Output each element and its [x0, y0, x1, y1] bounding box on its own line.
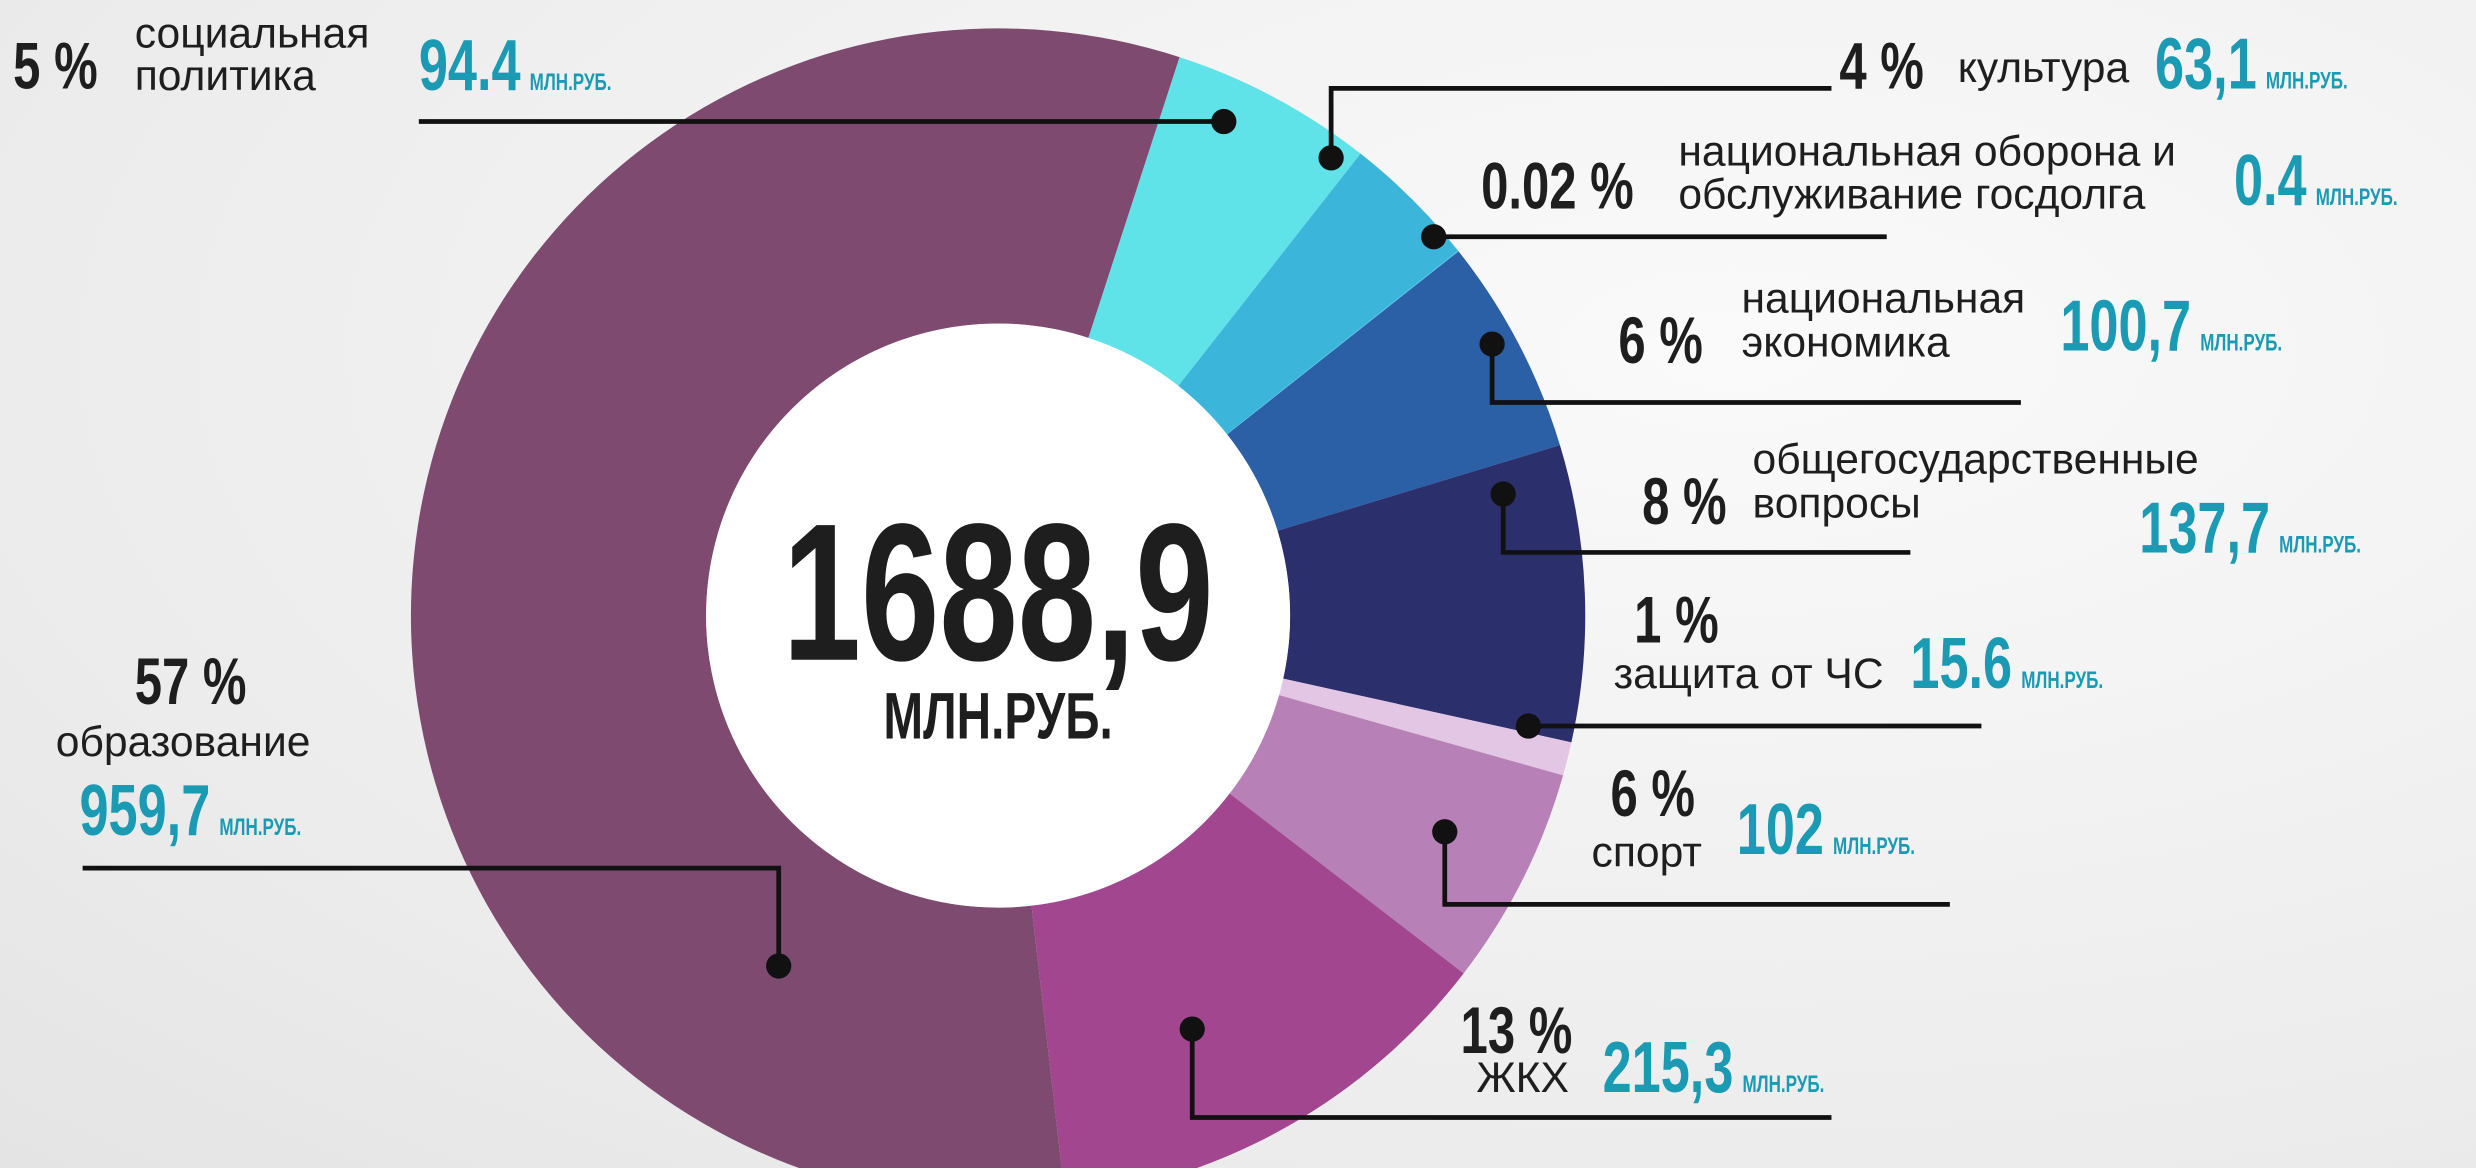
leader-dot [1479, 331, 1505, 357]
amount-value: 215,3 [1603, 1028, 1734, 1108]
amount-value: 137,7 [2139, 488, 2270, 568]
percent-label: 8 % [1642, 465, 1727, 539]
amount: 63,1 МЛН.РУБ. [2155, 24, 2348, 104]
leader-line [82, 865, 782, 966]
percent-label: 0.02 % [1481, 149, 1634, 223]
amount-unit: МЛН.РУБ. [2266, 68, 2348, 94]
amount: 100,7 МЛН.РУБ. [2060, 286, 2282, 366]
slice [1088, 57, 1361, 386]
amount-value: 94.4 [419, 26, 521, 106]
category-label: социальная политика [135, 9, 370, 100]
amount: 94.4 МЛН.РУБ. [419, 26, 612, 106]
category-label: спорт [1592, 829, 1702, 877]
slice [1031, 793, 1464, 1168]
amount-value: 0.4 [2234, 141, 2307, 221]
donut [410, 28, 1586, 1168]
percent-label: 6 % [1610, 757, 1695, 831]
percent-label: 5 % [13, 29, 98, 103]
amount-unit: МЛН.РУБ. [2316, 185, 2398, 211]
amount: 959,7 МЛН.РУБ. [79, 771, 301, 851]
category-label: общегосударственные вопросы [1753, 436, 2199, 528]
leader-dot [1211, 108, 1237, 135]
center-value: 1688,9 [783, 484, 1214, 702]
category-label: защита от ЧС [1614, 650, 1884, 698]
category-label: национальная экономика [1742, 275, 2026, 367]
percent-label: 57 % [135, 645, 247, 719]
slice [1279, 678, 1572, 776]
amount: 102 МЛН.РУБ. [1737, 790, 1915, 870]
amount-value: 959,7 [79, 771, 210, 851]
leader-dot [766, 953, 792, 979]
slice [1178, 153, 1459, 435]
amount-value: 63,1 [2155, 24, 2257, 104]
leader-line [1189, 1029, 1832, 1120]
category-label: ЖКХ [1476, 1054, 1569, 1102]
amount-value: 15.6 [1910, 624, 2012, 704]
amount: 15.6 МЛН.РУБ. [1910, 624, 2103, 704]
leader-dot [1515, 713, 1542, 739]
labels: 5 % социальная политика 94.4 МЛН.РУБ. 4 % куль… [13, 9, 2398, 1120]
leader-dot [1318, 145, 1344, 171]
amount-unit: МЛН.РУБ. [530, 69, 612, 95]
amount-unit: МЛН.РУБ. [2279, 532, 2361, 558]
percent-label: 13 % [1461, 994, 1573, 1068]
category-label: образование [56, 718, 311, 766]
category-label: национальная оборона и обслуживание госдо… [1678, 128, 2176, 219]
slice [1226, 250, 1459, 435]
amount-unit: МЛН.РУБ. [1742, 1072, 1824, 1098]
slice [1227, 251, 1560, 531]
leader-line [1500, 494, 1911, 555]
category-label: культура [1958, 44, 2130, 92]
amount: 215,3 МЛН.РУБ. [1603, 1028, 1825, 1108]
leader-line [1442, 831, 1950, 907]
leader-line [1489, 344, 2021, 405]
leader-line [1328, 86, 1832, 158]
leader-dot [1179, 1016, 1205, 1042]
percent-label: 1 % [1634, 583, 1719, 657]
center-unit: МЛН.РУБ. [883, 680, 1112, 753]
leader-dot [1432, 819, 1458, 845]
amount: 0.4 МЛН.РУБ. [2234, 141, 2398, 221]
leader-dot [1490, 481, 1516, 507]
amount-unit: МЛН.РУБ. [219, 814, 301, 840]
amount-unit: МЛН.РУБ. [1833, 833, 1915, 859]
amount-unit: МЛН.РУБ. [2200, 330, 2282, 356]
slice [410, 28, 1180, 1168]
percent-label: 4 % [1839, 29, 1924, 103]
donut-hole [706, 323, 1291, 908]
amount-value: 100,7 [2060, 286, 2191, 366]
leader-dot [1421, 224, 1447, 250]
percent-label: 6 % [1618, 304, 1703, 378]
amount: 137,7 МЛН.РУБ. [2139, 488, 2361, 568]
slice [1277, 445, 1586, 743]
amount-value: 102 [1737, 790, 1824, 870]
amount-unit: МЛН.РУБ. [2021, 668, 2103, 694]
